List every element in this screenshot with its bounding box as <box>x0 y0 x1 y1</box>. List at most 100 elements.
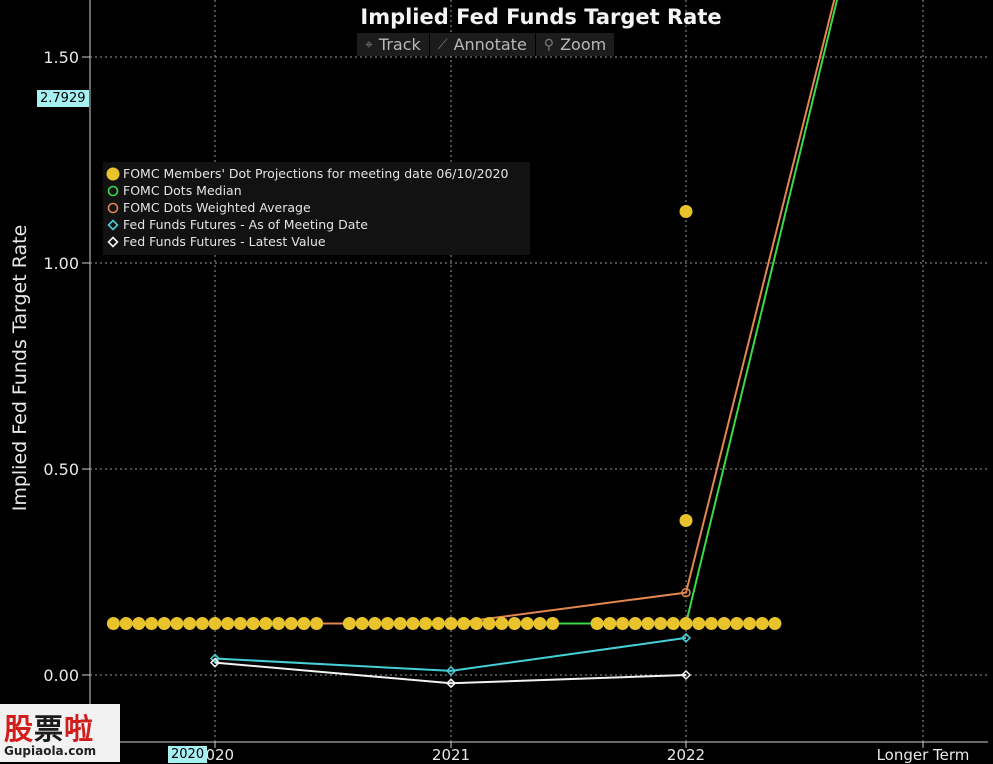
legend-item-futures-latest[interactable]: Fed Funds Futures - Latest Value <box>103 233 530 250</box>
dot-projection <box>119 617 133 630</box>
dot-projection <box>284 617 298 630</box>
pencil-icon: ⟋ <box>437 36 448 53</box>
dot-projection <box>208 617 222 630</box>
diamond-icon <box>103 218 123 231</box>
dot-projection <box>272 617 285 630</box>
series-lines <box>209 0 839 689</box>
legend-item-median[interactable]: FOMC Dots Median <box>103 182 530 199</box>
dot-projection <box>603 617 617 630</box>
dot-projection <box>768 617 782 630</box>
dot-projection <box>666 617 680 630</box>
dot-projection <box>755 617 769 630</box>
series-point <box>209 657 221 668</box>
dot-projection <box>157 617 171 630</box>
dot-projection <box>679 617 693 630</box>
dot-projection <box>717 617 731 630</box>
legend-label: FOMC Dots Median <box>123 183 242 198</box>
dot-projection <box>692 617 706 630</box>
y-tick-label: 0.00 <box>43 666 79 685</box>
dot-projection <box>641 617 655 630</box>
dot-projection <box>381 617 394 630</box>
gridlines <box>90 0 988 742</box>
legend-item-weighted[interactable]: FOMC Dots Weighted Average <box>103 199 530 216</box>
chart-legend: FOMC Members' Dot Projections for meetin… <box>103 162 530 255</box>
series-line <box>214 661 687 685</box>
dot-projection <box>457 617 471 630</box>
diamond-icon <box>103 235 123 248</box>
series-point <box>209 653 221 664</box>
dot-projection <box>533 617 547 630</box>
dot-projection <box>233 617 247 630</box>
dot-projection <box>419 617 433 630</box>
dot-projection <box>508 617 521 630</box>
series-point <box>680 632 692 643</box>
series-point <box>680 669 692 681</box>
open-circle-icon <box>103 185 123 197</box>
y-tick-label: 1.50 <box>43 48 79 67</box>
dot-projection <box>482 617 496 630</box>
dot-projection <box>297 617 311 630</box>
dot-projection <box>221 617 235 630</box>
dot-projection <box>183 617 197 630</box>
x-tick-label: 2022 <box>667 746 705 764</box>
dot-projections <box>106 205 782 630</box>
annotate-button[interactable]: ⟋ Annotate <box>430 33 536 56</box>
dot-projection <box>730 617 744 630</box>
crosshair-icon: ⌖ <box>365 36 373 53</box>
dot-projection <box>616 617 629 630</box>
series-line <box>215 0 839 625</box>
legend-label: FOMC Dots Weighted Average <box>123 200 311 215</box>
x-tick-label: Longer Term <box>877 746 970 764</box>
dot-projection <box>679 514 693 527</box>
legend-item-dots[interactable]: FOMC Members' Dot Projections for meetin… <box>103 165 530 182</box>
legend-label: FOMC Members' Dot Projections for meetin… <box>123 166 509 181</box>
series-point <box>445 665 457 676</box>
dot-projection <box>495 617 509 630</box>
dot-projection <box>393 617 407 630</box>
dot-projection <box>246 617 260 630</box>
dot-projection <box>310 617 324 630</box>
chart-title: Implied Fed Funds Target Rate <box>360 5 721 29</box>
zoom-button[interactable]: ⚲ Zoom <box>536 33 616 56</box>
dot-projection <box>654 617 668 630</box>
dot-projection <box>743 617 756 630</box>
y-cursor-value-tag: 2.7929 <box>37 90 89 107</box>
dot-projection <box>368 617 382 630</box>
dot-projection <box>546 617 560 630</box>
watermark-cn: 股票啦 <box>4 712 95 746</box>
dot-projection <box>132 617 146 630</box>
dot-projection <box>520 617 534 630</box>
x-tick-label: 2021 <box>432 746 470 764</box>
y-tick-label: 1.00 <box>43 254 79 273</box>
legend-label: Fed Funds Futures - As of Meeting Date <box>123 217 368 232</box>
track-button[interactable]: ⌖ Track <box>357 33 430 56</box>
series-point <box>681 587 691 598</box>
dot-projection <box>195 617 209 630</box>
x-cursor-value-tag: 2020 <box>168 746 208 763</box>
series-point <box>445 678 457 689</box>
dot-projection <box>628 617 642 630</box>
chart-toolbar: ⌖ Track ⟋ Annotate ⚲ Zoom <box>357 33 616 56</box>
axes: 0.000.501.001.502.002.503.00202020212022… <box>43 0 988 764</box>
dot-projection <box>170 617 184 630</box>
dot-projection <box>406 617 420 630</box>
y-axis-label: Implied Fed Funds Target Rate <box>9 225 31 512</box>
legend-item-futures-meeting[interactable]: Fed Funds Futures - As of Meeting Date <box>103 216 530 233</box>
filled-circle-icon <box>103 167 123 181</box>
dot-projection <box>259 617 273 630</box>
zoom-label: Zoom <box>560 35 607 54</box>
y-tick-label: 0.50 <box>43 460 79 479</box>
dot-projection <box>431 617 445 630</box>
series-line <box>215 0 836 625</box>
track-label: Track <box>378 35 421 54</box>
magnifier-icon: ⚲ <box>543 36 555 53</box>
watermark-logo: 股票啦 Gupiaola.com <box>0 704 120 762</box>
dot-projection <box>469 617 483 630</box>
dot-projection <box>590 617 604 630</box>
dot-projection <box>704 617 718 630</box>
legend-label: Fed Funds Futures - Latest Value <box>123 234 326 249</box>
series-line <box>214 636 687 672</box>
dot-projection <box>106 617 120 630</box>
dot-projection <box>444 617 458 630</box>
